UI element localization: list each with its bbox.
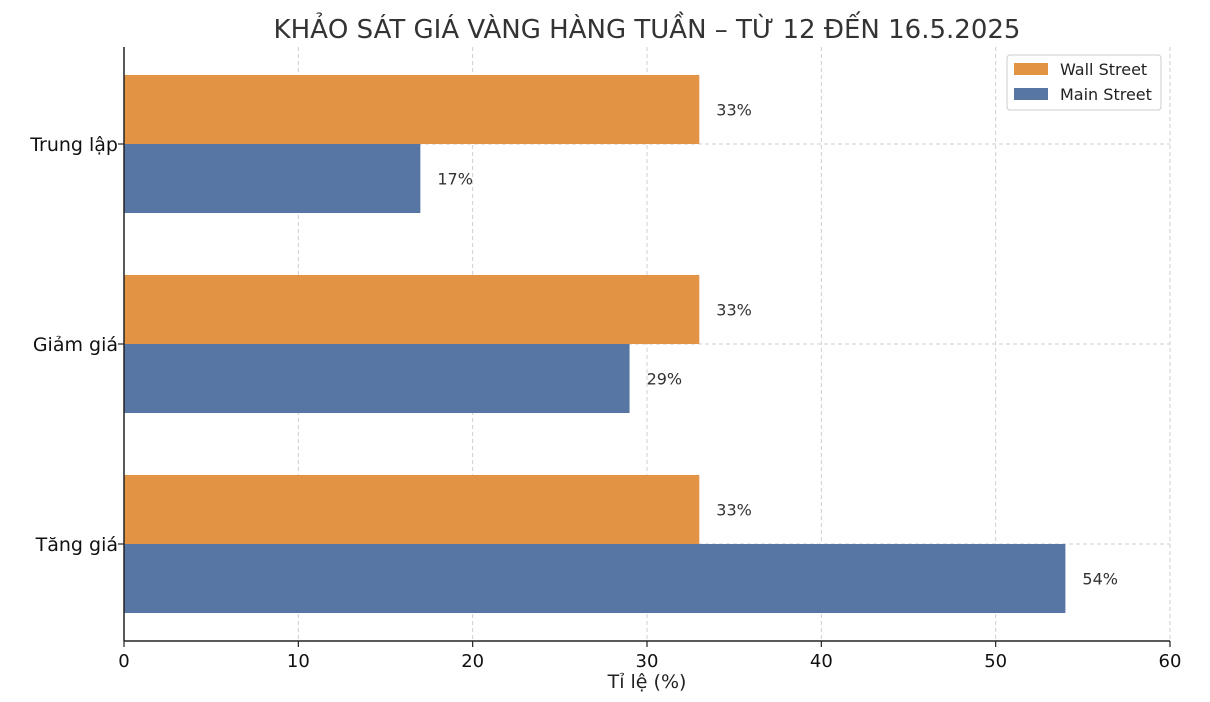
bar bbox=[124, 475, 700, 544]
y-tick-label: Tăng giá bbox=[35, 534, 118, 556]
bars bbox=[124, 75, 1066, 613]
data-labels: 33% 33% 33% 17% 29% 54% bbox=[437, 101, 1118, 589]
chart-title: KHẢO SÁT GIÁ VÀNG HÀNG TUẦN – TỪ 12 ĐẾN … bbox=[274, 10, 1021, 45]
x-ticks: 0 10 20 30 40 50 60 bbox=[118, 641, 1181, 672]
legend-swatch bbox=[1014, 63, 1048, 75]
legend-label: Wall Street bbox=[1060, 60, 1147, 79]
legend: Wall Street Main Street bbox=[1006, 54, 1162, 111]
y-tick-label: Trung lập bbox=[29, 134, 118, 156]
data-label: 33% bbox=[716, 301, 752, 320]
x-tick-label: 20 bbox=[461, 651, 484, 672]
bar bbox=[124, 275, 700, 344]
y-tick-label: Giảm giá bbox=[33, 334, 118, 356]
x-tick-label: 0 bbox=[118, 651, 129, 672]
bar bbox=[124, 75, 700, 144]
data-label: 54% bbox=[1082, 570, 1118, 589]
x-tick-label: 10 bbox=[287, 651, 310, 672]
x-tick-label: 50 bbox=[984, 651, 1007, 672]
bar bbox=[124, 344, 630, 413]
legend-label: Main Street bbox=[1060, 85, 1152, 104]
legend-swatch bbox=[1014, 88, 1048, 100]
y-ticks: Trung lập Giảm giá Tăng giá bbox=[29, 134, 124, 556]
x-tick-label: 40 bbox=[810, 651, 833, 672]
data-label: 33% bbox=[716, 501, 752, 520]
data-label: 29% bbox=[647, 370, 683, 389]
bar bbox=[124, 544, 1066, 613]
data-label: 33% bbox=[716, 101, 752, 120]
x-tick-label: 30 bbox=[636, 651, 659, 672]
data-label: 17% bbox=[437, 170, 473, 189]
x-axis-label: Tỉ lệ (%) bbox=[607, 671, 687, 693]
bar bbox=[124, 144, 421, 213]
x-tick-label: 60 bbox=[1159, 651, 1182, 672]
